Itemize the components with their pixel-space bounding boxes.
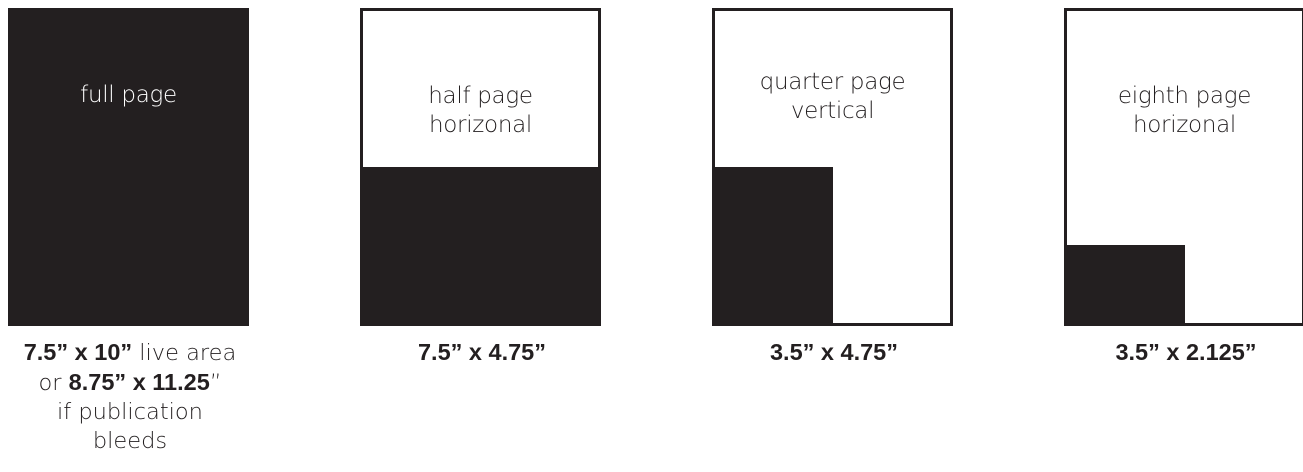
quarter-page-ad-area: [715, 167, 833, 323]
full-page-ad-area: [11, 11, 246, 323]
eighth-page-label-line-1: eighth page: [1117, 83, 1252, 109]
eighth-page-label: eighth page horizonal: [1067, 82, 1302, 140]
quarter-page-caption: 3.5” x 4.75”: [704, 338, 964, 367]
quarter-page-size: 3.5” x 4.75”: [769, 339, 899, 365]
full-page-label-line: full page: [80, 82, 177, 108]
half-page-label-line-1: half page: [428, 83, 533, 109]
eighth-page-caption: 3.5” x 2.125”: [1056, 338, 1303, 367]
quarter-page-label-line-1: quarter page: [759, 69, 906, 95]
eighth-page-size: 3.5” x 2.125”: [1115, 339, 1257, 365]
half-page-size: 7.5” x 4.75”: [417, 339, 547, 365]
half-page-label: half page horizonal: [363, 82, 598, 140]
bleed-size-quote: ”: [209, 370, 222, 396]
eighth-page-label-line-2: horizonal: [1132, 112, 1236, 138]
full-page-caption-line-2: or 8.75” x 11.25”: [0, 368, 260, 398]
half-page-label-line-2: horizonal: [428, 112, 532, 138]
quarter-page-label: quarter page vertical: [715, 68, 950, 126]
or-text: or: [38, 370, 69, 396]
full-page-caption-line-4: bleeds: [92, 428, 168, 454]
live-area-size: 7.5” x 10”: [23, 339, 133, 365]
eighth-page-ad-area: [1067, 245, 1185, 323]
full-page-caption-line-3: if publication: [57, 399, 203, 425]
eighth-page-horizontal-diagram: eighth page horizonal: [1064, 8, 1303, 326]
half-page-caption: 7.5” x 4.75”: [352, 338, 612, 367]
quarter-page-label-line-2: vertical: [790, 98, 875, 124]
full-page-diagram: full page: [8, 8, 249, 326]
live-area-text: live area: [132, 340, 237, 366]
full-page-caption-line-1: 7.5” x 10” live area: [0, 338, 260, 368]
full-page-label: full page: [11, 81, 246, 110]
half-page-ad-area: [363, 167, 598, 323]
bleed-size: 8.75” x 11.25: [68, 369, 210, 395]
quarter-page-vertical-diagram: quarter page vertical: [712, 8, 953, 326]
half-page-horizontal-diagram: half page horizonal: [360, 8, 601, 326]
full-page-caption: 7.5” x 10” live area or 8.75” x 11.25” i…: [0, 338, 260, 456]
